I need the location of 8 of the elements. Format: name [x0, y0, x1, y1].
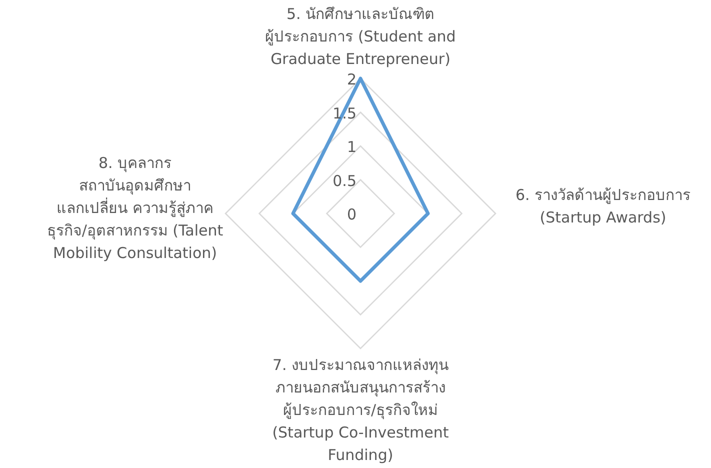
spoke-label: 5. นักศึกษาและบัณฑิต ผู้ประกอบการ (Student and Graduate Entrepreneur)	[265, 5, 456, 68]
spoke-label: 7. งบประมาณจากแหล่งทุน ภายนอกสนับสนุนการสร้าง ผู้ประกอบการ/ธุรกิจใหม่ (Startup Co-Investment Funding)	[272, 356, 449, 464]
spoke-label: 6. รางวัลด้านผู้ประกอบการ (Startup Awards)	[515, 186, 691, 226]
y-tick-label: 0	[346, 206, 356, 224]
y-tick-label: 1	[346, 138, 356, 156]
y-tick-label: 0.5	[332, 172, 356, 190]
y-tick-label: 2	[346, 70, 356, 88]
spoke-label: 8. บุคลากร สถาบันอุดมศึกษา แลกเปลี่ยน ความรู้สู่ภาค ธุรกิจ/อุตสาหกรรม (Talent Mobility Consultation)	[46, 154, 224, 262]
